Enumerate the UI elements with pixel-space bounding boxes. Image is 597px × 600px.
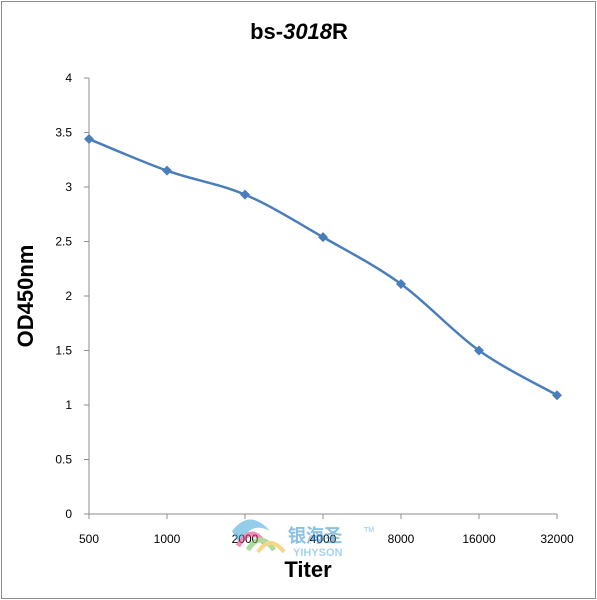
x-tick-label: 8000 [388, 532, 415, 546]
x-tick-label: 1000 [154, 532, 181, 546]
series-markers [84, 134, 562, 401]
y-tick-label: 1 [65, 398, 72, 412]
chart-title-prefix: bs- [250, 19, 283, 44]
y-tick-label: 1.5 [55, 344, 72, 358]
watermark-brand-cn: 银海圣 [288, 525, 343, 546]
watermark-brand-en: YIHYSON [293, 547, 343, 559]
y-axis-ticks: 0 0.5 1 1.5 2 2.5 3 3.5 4 [55, 71, 89, 521]
logo-mark [232, 519, 286, 554]
series-line [88, 137, 558, 397]
y-tick-label: 2.5 [55, 235, 72, 249]
y-tick-label: 0.5 [55, 453, 72, 467]
chart-title-italic: 3018 [283, 19, 333, 44]
y-tick-label: 2 [65, 289, 72, 303]
y-axis-title: OD450nm [13, 245, 38, 348]
chart-title-suffix: R [332, 19, 348, 44]
data-point-marker [318, 232, 328, 243]
data-point-marker [240, 189, 250, 200]
data-point-marker [474, 345, 484, 356]
data-point-marker [162, 165, 172, 176]
y-tick-label: 3 [65, 180, 72, 194]
x-tick-label: 500 [79, 532, 99, 546]
y-tick-label: 4 [65, 71, 72, 85]
data-point-marker [396, 279, 406, 290]
data-point-marker [552, 390, 562, 401]
x-tick-label: 16000 [462, 532, 496, 546]
yihyson-watermark-logo: 银海圣 TM YIHYSON [232, 519, 374, 559]
chart-title: bs-3018R [250, 19, 348, 44]
x-tick-label: 32000 [540, 532, 574, 546]
data-point-marker [84, 134, 94, 145]
x-tick-label: 4000 [310, 532, 337, 546]
y-tick-label: 0 [65, 507, 72, 521]
watermark-brand-tm: TM [364, 527, 374, 534]
y-tick-label: 3.5 [55, 126, 72, 140]
x-axis-title: Titer [284, 557, 332, 582]
